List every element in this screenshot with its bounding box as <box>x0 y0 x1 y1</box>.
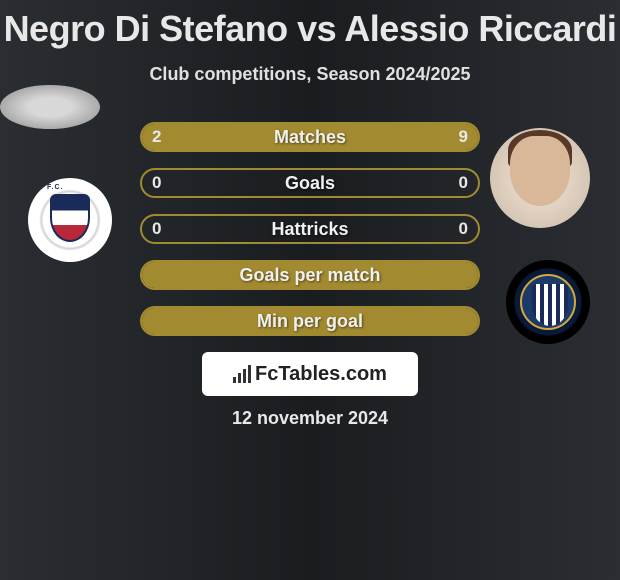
stat-value-left: 0 <box>152 219 161 239</box>
watermark: FcTables.com <box>202 352 418 396</box>
stat-label: Goals per match <box>142 265 478 286</box>
date-text: 12 november 2024 <box>0 408 620 429</box>
subtitle: Club competitions, Season 2024/2025 <box>0 64 620 85</box>
stat-label: Hattricks <box>142 219 478 240</box>
stat-bar: 0Goals0 <box>140 168 480 198</box>
player-photo-left <box>0 85 100 129</box>
stat-bar: Min per goal <box>140 306 480 336</box>
player-photo-right <box>490 128 590 228</box>
page-title: Negro Di Stefano vs Alessio Riccardi <box>0 0 620 50</box>
club-badge-left: F.C. <box>28 178 112 262</box>
club-badge-right <box>506 260 590 344</box>
stat-value-left: 0 <box>152 173 161 193</box>
stats-bars: 2Matches90Goals00Hattricks0Goals per mat… <box>140 122 480 352</box>
stat-bar: Goals per match <box>140 260 480 290</box>
stat-label: Min per goal <box>142 311 478 332</box>
watermark-text: FcTables.com <box>255 363 387 386</box>
stat-bar: 0Hattricks0 <box>140 214 480 244</box>
stat-label: Goals <box>142 173 478 194</box>
stat-value-right: 0 <box>459 173 468 193</box>
stat-bar: 2Matches9 <box>140 122 480 152</box>
stat-value-left: 2 <box>152 127 161 147</box>
chart-icon <box>233 365 251 383</box>
stat-value-right: 9 <box>459 127 468 147</box>
stat-value-right: 0 <box>459 219 468 239</box>
stat-label: Matches <box>142 127 478 148</box>
